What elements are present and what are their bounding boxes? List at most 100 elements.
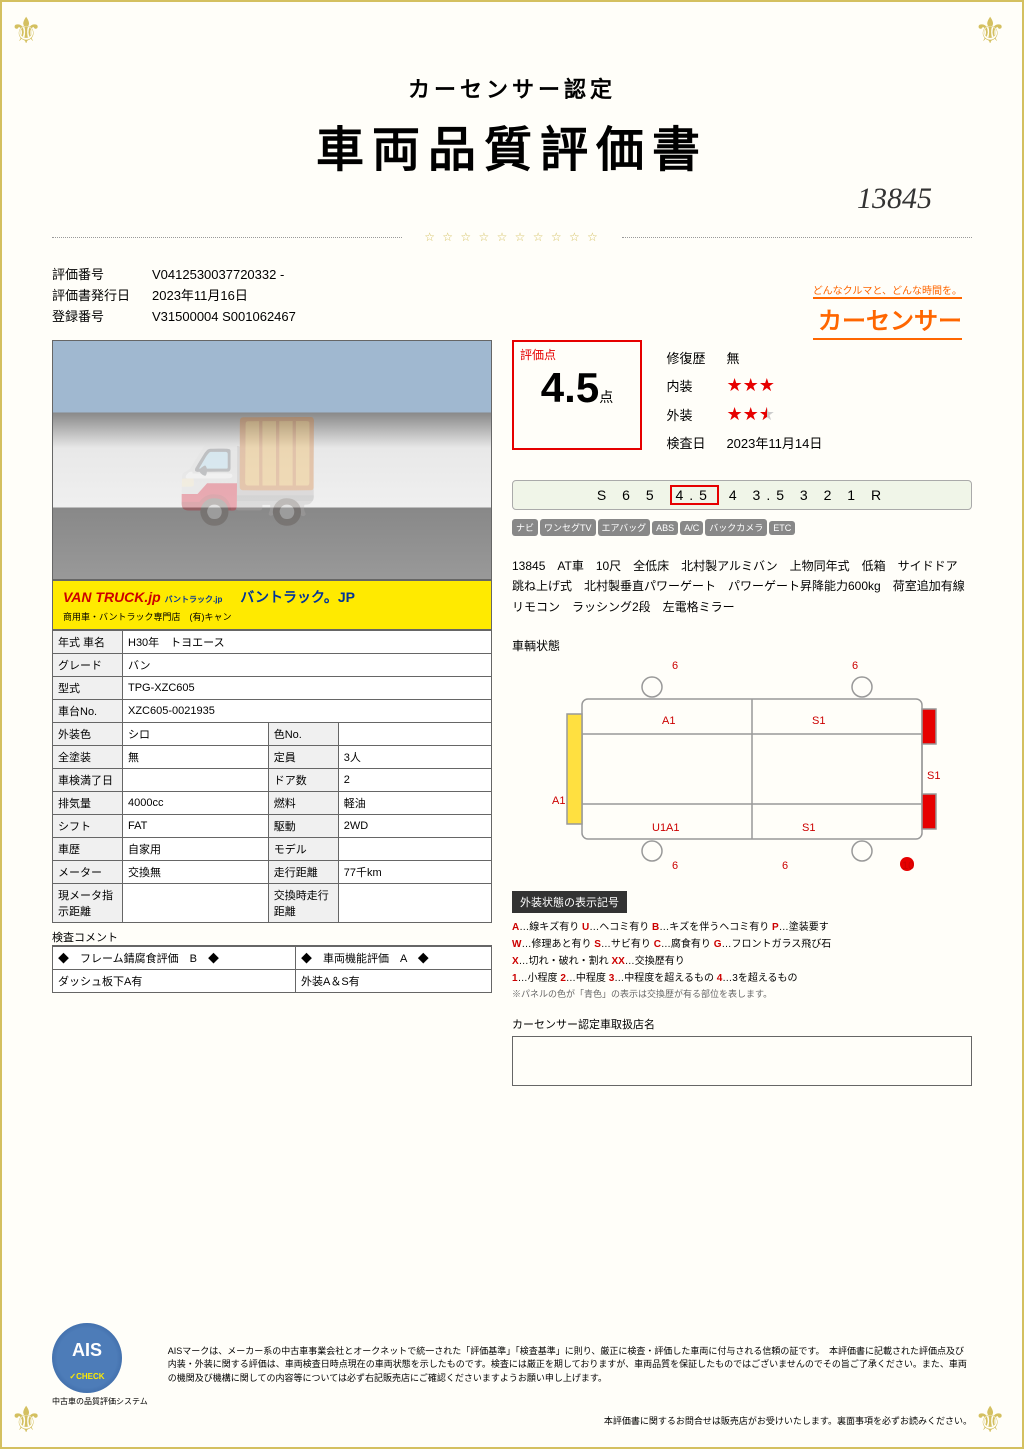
score-section: 評価点 4.5点 修復歴無 内装★★★ 外装★★★★ 検査日2023年11月14… — [512, 340, 972, 460]
vehicle-photo — [52, 340, 492, 580]
spec-label: 色No. — [268, 723, 338, 746]
banner-title: バントラック。JP — [240, 589, 355, 605]
brand-slogan: どんなクルマと、どんな時間を。 — [813, 282, 962, 297]
equipment-badges: ナビワンセグTVエアバッグABSA/CバックカメラETC — [512, 518, 972, 536]
inspect-date: 2023年11月14日 — [726, 436, 822, 451]
spec-value: 無 — [123, 746, 269, 769]
diagram-mark: 6 — [672, 660, 678, 672]
spec-label: 走行距離 — [268, 861, 338, 884]
scale-item: S — [597, 487, 612, 503]
interior-label: 内装 — [666, 376, 726, 395]
spec-label: 型式 — [53, 677, 123, 700]
spec-label: モデル — [268, 838, 338, 861]
footer-text: AISマークは、メーカー系の中古車事業会社とオークネットで統一された「評価基準」… — [168, 1345, 972, 1386]
spec-label: 燃料 — [268, 792, 338, 815]
spec-value: 4000cc — [123, 792, 269, 815]
diagram-mark: 10 — [902, 860, 914, 872]
interior-stars: ★★★ — [726, 379, 774, 394]
badge: ナビ — [512, 519, 538, 536]
spec-value: シロ — [123, 723, 269, 746]
diagram-mark: S1 — [802, 822, 815, 834]
spec-value: 自家用 — [123, 838, 269, 861]
comment-cell: ダッシュ板下A有 — [53, 970, 296, 993]
dealer-label: カーセンサー認定車取扱店名 — [512, 1016, 972, 1032]
vehicle-description: 13845 AT車 10尺 全低床 北村製アルミバン 上物同年式 低箱 サイドド… — [512, 556, 972, 617]
meta-evalno: V0412530037720332 - — [152, 267, 284, 282]
repair-value: 無 — [726, 351, 739, 366]
spec-value — [338, 884, 491, 923]
header-title: 車両品質評価書 — [52, 110, 972, 180]
scale-item: 2 — [824, 487, 838, 503]
diagram-mark: A1 — [662, 715, 675, 727]
handwritten-number: 13845 — [857, 182, 932, 216]
diagram-label: 車輌状態 — [512, 637, 972, 654]
badge: ABS — [652, 521, 678, 535]
legend-line: X…切れ・破れ・割れ XX…交換歴有り — [512, 953, 972, 970]
spec-label: 全塗装 — [53, 746, 123, 769]
comment-cell: 外装A＆S有 — [296, 970, 492, 993]
scale-item: 1 — [847, 487, 861, 503]
repair-label: 修復歴 — [666, 348, 726, 367]
spec-label: 外装色 — [53, 723, 123, 746]
vehicle-diagram: 66A1S1A1S1U1A1S16610 — [512, 659, 972, 879]
ornament-bl: ⚜ — [10, 1399, 50, 1439]
meta-issue-label: 評価書発行日 — [52, 285, 152, 304]
spec-value: 77千km — [338, 861, 491, 884]
content-columns: VAN TRUCK.jp バントラック.jp バントラック。JP 商用車・バント… — [52, 340, 972, 1086]
spec-label: 現メータ指示距離 — [53, 884, 123, 923]
divider-stars: ☆ ☆ ☆ ☆ ☆ ☆ ☆ ☆ ☆ ☆ — [52, 230, 972, 244]
legend-body: A…線キズ有り U…ヘコミ有り B…キズを伴うヘコミ有り P…塗装要すW…修理あ… — [512, 919, 972, 1002]
right-column: 評価点 4.5点 修復歴無 内装★★★ 外装★★★★ 検査日2023年11月14… — [512, 340, 972, 1086]
legend-note: ※パネルの色が「青色」の表示は交換歴が有る部位を表します。 — [512, 987, 972, 1002]
badge: ワンセグTV — [540, 519, 596, 536]
dealer-banner: VAN TRUCK.jp バントラック.jp バントラック。JP 商用車・バント… — [52, 580, 492, 630]
scale-item: 4 — [729, 487, 743, 503]
scale-item: R — [871, 487, 887, 503]
brand-name: カーセンサー — [813, 297, 962, 340]
spec-label: 車歴 — [53, 838, 123, 861]
scale-item: 3 — [800, 487, 814, 503]
comment-cell: ◆ フレーム錆腐食評価 B ◆ — [53, 947, 296, 970]
brand-block: どんなクルマと、どんな時間を。 カーセンサー — [813, 282, 962, 340]
ornament-br: ⚜ — [974, 1399, 1014, 1439]
ornament-tl: ⚜ — [10, 10, 50, 50]
diagram-mark: S1 — [812, 715, 825, 727]
certificate-page: ⚜ ⚜ ⚜ ⚜ カーセンサー認定 車両品質評価書 13845 ☆ ☆ ☆ ☆ ☆… — [0, 0, 1024, 1449]
ais-block: AIS 中古車の品質評価システム — [52, 1323, 148, 1407]
banner-sub: 商用車・バントラック専門店 (有)キャン — [63, 612, 231, 622]
diagram-mark: 6 — [672, 860, 678, 872]
scale-item: 6 — [622, 487, 636, 503]
banner-tag: バントラック.jp — [165, 595, 223, 604]
footer: AIS 中古車の品質評価システム AISマークは、メーカー系の中古車事業会社とオ… — [52, 1323, 972, 1407]
score-box: 評価点 4.5点 — [512, 340, 642, 450]
meta-reg-label: 登録番号 — [52, 306, 152, 325]
ornament-tr: ⚜ — [974, 10, 1014, 50]
diagram-mark: U1A1 — [652, 822, 680, 834]
spec-label: グレード — [53, 654, 123, 677]
legend-line: 1…小程度 2…中程度 3…中程度を超えるもの 4…3を超えるもの — [512, 970, 972, 987]
ais-badge: AIS — [52, 1323, 122, 1393]
spec-label: シフト — [53, 815, 123, 838]
spec-value — [123, 769, 269, 792]
left-column: VAN TRUCK.jp バントラック.jp バントラック。JP 商用車・バント… — [52, 340, 492, 1086]
scale-item: 3.5 — [753, 487, 790, 503]
spec-value: 軽油 — [338, 792, 491, 815]
diagram-svg: 66A1S1A1S1U1A1S16610 — [512, 659, 972, 879]
spec-value: H30年 トヨエース — [123, 631, 492, 654]
badge: エアバッグ — [598, 519, 651, 536]
diagram-mark: 6 — [852, 660, 858, 672]
spec-label: メーター — [53, 861, 123, 884]
spec-label: ドア数 — [268, 769, 338, 792]
spec-label: 年式 車名 — [53, 631, 123, 654]
comment-cell: ◆ 車両機能評価 A ◆ — [296, 947, 492, 970]
spec-label: 定員 — [268, 746, 338, 769]
header: カーセンサー認定 車両品質評価書 — [52, 72, 972, 180]
spec-label: 排気量 — [53, 792, 123, 815]
score-unit: 点 — [599, 389, 613, 405]
comment-header: 検査コメント — [52, 929, 492, 946]
scale-item: 5 — [646, 487, 660, 503]
spec-label: 交換時走行距離 — [268, 884, 338, 923]
score-info: 修復歴無 内装★★★ 外装★★★★ 検査日2023年11月14日 — [666, 340, 822, 460]
comment-table: ◆ フレーム錆腐食評価 B ◆◆ 車両機能評価 A ◆ダッシュ板下A有外装A＆S… — [52, 946, 492, 993]
dealer-box — [512, 1036, 972, 1086]
